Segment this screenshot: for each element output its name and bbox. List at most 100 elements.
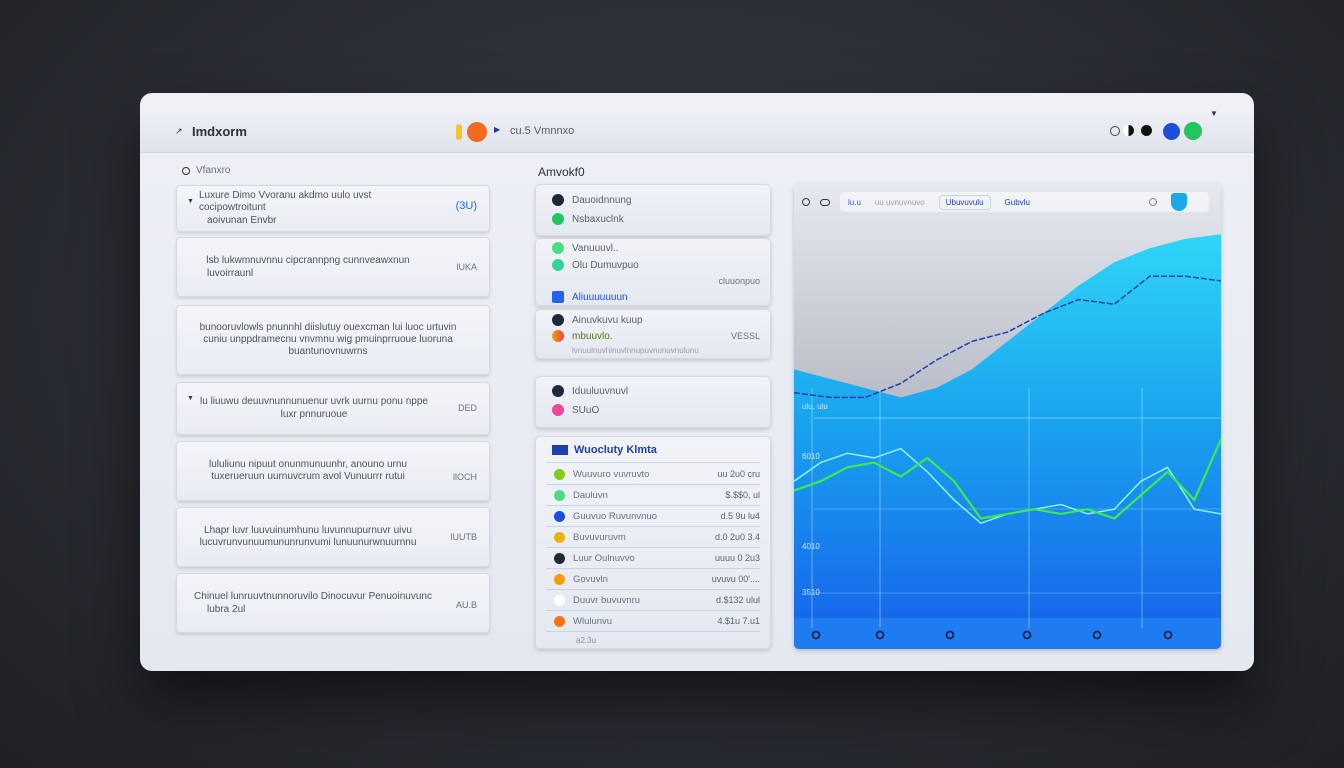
asset-icon: [554, 573, 565, 585]
asset-icon: [554, 594, 565, 606]
asset-value: d.0 2u0 3.4: [714, 532, 760, 542]
account-card[interactable]: Ainuvkuvu kuup mbuuvlo. VESSL lvnuulnuvhi…: [535, 309, 771, 359]
watchlist-row[interactable]: Dauluvn $.$$0, ul: [546, 485, 760, 506]
asset-value: uvuvu 00'....: [711, 574, 760, 584]
list-card[interactable]: bunooruvlowls pnunnhl diislutuy ouexcman…: [176, 305, 490, 375]
asset-name: Dauluvn: [573, 489, 608, 501]
asset-value: uu 2u0 cru: [717, 469, 760, 479]
watchlist-row[interactable]: Buvuvuruvm d.0 2u0 3.4: [546, 527, 760, 548]
y-tick-label: 6010: [802, 452, 820, 461]
x-tick-marker[interactable]: [875, 630, 885, 640]
shield-icon[interactable]: [1171, 193, 1187, 211]
x-tick-marker[interactable]: [1163, 630, 1173, 640]
toolbar-label[interactable]: Gubvlu: [1004, 197, 1030, 207]
card-text: lululiunu nipuut onunmunuunhr, anouno ur…: [209, 459, 407, 482]
account-value: cluuonpuo: [718, 276, 760, 286]
asset-icon: [554, 552, 565, 564]
asset-icon: [554, 531, 565, 543]
circle-outline-icon[interactable]: [1110, 126, 1120, 136]
y-tick-label: 4010: [802, 542, 820, 551]
x-tick-marker[interactable]: [1022, 630, 1032, 640]
asset-value: 4.$1u 7.u1: [717, 616, 760, 626]
toolbar-label[interactable]: lu.u: [848, 197, 861, 207]
menu-icon[interactable]: ↗: [175, 126, 183, 136]
watchlist-row[interactable]: Govuvln uvuvu 00'....: [546, 569, 760, 590]
half-circle-icon[interactable]: [1123, 125, 1134, 136]
search-icon[interactable]: [182, 167, 190, 175]
y-tick-label: 3510: [802, 588, 820, 597]
y-tick-label: ulu, ulu: [802, 402, 828, 411]
account-label: Dauoidnnung: [572, 194, 632, 206]
asset-value: uuuu 0 2u3: [714, 553, 760, 563]
account-card[interactable]: Vanuuuvl.. Olu Dumuvpuo cluuonpuo Aliuuu…: [535, 238, 771, 306]
card-text: Luxure Dimo Vvoranu akdmo uulo uvst coci…: [199, 190, 372, 213]
card-value: AU.B: [455, 600, 477, 610]
asset-name: Luur Oulnuvvo: [573, 552, 635, 564]
app-logo-icon: [456, 124, 462, 140]
header-bar: ↗ Imdxorm ▶ cu.5 Vmnnxo: [140, 113, 1254, 153]
account-icon: [552, 404, 564, 416]
asset-icon: [554, 489, 565, 501]
asset-name: Govuvln: [573, 573, 608, 585]
toolbar-label[interactable]: uu uvnuvnuvo: [874, 197, 925, 207]
blue-circle-icon[interactable]: [1163, 123, 1180, 140]
card-value: lUUTB: [450, 532, 478, 542]
asset-icon: [554, 468, 565, 480]
watchlist-row[interactable]: Wuuvuro vuvruvto uu 2u0 cru: [546, 464, 760, 485]
price-line-series: [794, 275, 1221, 399]
middle-section-label: Amvokf0: [538, 165, 585, 179]
account-icon: [552, 242, 564, 254]
asset-name: Wuuvuro vuvruvto: [573, 468, 650, 480]
list-card[interactable]: Lhapr luvr luuvuinumhunu luvunnupurnuvr …: [176, 507, 490, 567]
account-icon: [552, 314, 564, 326]
x-tick-marker[interactable]: [1092, 630, 1102, 640]
chart-svg: ulu, ulu 6010 4010 3510: [794, 234, 1221, 649]
list-card[interactable]: lululiunu nipuut onunmunuunhr, anouno ur…: [176, 441, 490, 501]
watchlist-footer: a2.3u: [576, 636, 597, 645]
cloud-icon[interactable]: [820, 198, 830, 206]
account-value: VESSL: [730, 331, 760, 341]
card-text: Lhapr luvr luuvuinumhunu luvunnupurnuvr …: [199, 525, 417, 548]
card-text: bunooruvlowls pnunnhl diislutuy ouexcman…: [199, 322, 457, 357]
card-subtext: aoivunan Envbr: [207, 215, 277, 226]
x-tick-marker[interactable]: [945, 630, 955, 640]
asset-value: $.$$0, ul: [725, 490, 760, 500]
settings-icon[interactable]: [802, 198, 810, 206]
account-label: Ainuvkuvu kuup: [572, 314, 643, 326]
list-card[interactable]: lsb lukwmnuvnnu cipcrannpng cunnveawxnun…: [176, 237, 490, 297]
card-value: lUKA: [456, 262, 477, 272]
orange-badge-icon[interactable]: [467, 122, 487, 142]
toolbar-tab[interactable]: Ubuvuvulu: [938, 194, 991, 210]
asset-name: Buvuvuruvm: [573, 531, 626, 543]
account-card[interactable]: Iduuluuvnuvl SUuO: [535, 376, 771, 428]
account-icon: [552, 259, 564, 271]
green-circle-icon[interactable]: [1184, 122, 1202, 140]
black-circle-icon[interactable]: [1141, 125, 1152, 136]
watchlist-row[interactable]: Guuvuo Ruvunvnuo d.5 9u lu4: [546, 506, 760, 527]
account-label: Iduuluuvnuvl: [572, 385, 629, 397]
account-icon: [552, 213, 564, 225]
list-card[interactable]: ▼ Luxure Dimo Vvoranu akdmo uulo uvst co…: [176, 185, 490, 232]
watchlist-row[interactable]: Luur Oulnuvvo uuuu 0 2u3: [546, 548, 760, 569]
account-note: lvnuulnuvhinuvlnnupuvnunuvnulunu: [572, 345, 699, 355]
account-icon: [552, 385, 564, 397]
watchlist-card: Wuocluty Klmta Wuuvuro vuvruvto uu 2u0 cr…: [535, 436, 771, 649]
left-section-label: Vfanxro: [196, 165, 231, 176]
refresh-icon[interactable]: [1149, 198, 1157, 206]
account-label: Nsbaxuclnk: [572, 213, 624, 225]
list-card[interactable]: Chinuel lunruuvtnunnoruvilo Dinocuvur Pe…: [176, 573, 490, 633]
watchlist-row[interactable]: Wlulunvu 4.$1u 7.u1: [546, 611, 760, 632]
card-text: lsb lukwmnuvnnu cipcrannpng cunnveawxnun: [206, 254, 410, 266]
watchlist-row[interactable]: Duuvr buvuvnru d.$132 ulul: [546, 590, 760, 611]
card-value: DED: [457, 403, 477, 413]
account-card[interactable]: Dauoidnnung Nsbaxuclnk: [535, 184, 771, 236]
watchlist-title: Wuocluty Klmta: [574, 444, 657, 456]
list-card[interactable]: ▼ lu liuuwu deuuvnunnunuenur uvrk uurnu …: [176, 382, 490, 435]
account-label: mbuuvlo.: [572, 330, 613, 342]
breadcrumb[interactable]: cu.5 Vmnnxo: [510, 125, 575, 137]
chart-panel: ulu, ulu 6010 4010 3510 lu.u uu uvnuvnuvo U…: [794, 183, 1221, 649]
account-label: Vanuuuvl..: [572, 242, 619, 254]
app-title: Imdxorm: [192, 124, 247, 139]
app-window: ↗ Imdxorm ▶ cu.5 Vmnnxo ▼ Vfanxro ▼ Luxu…: [140, 93, 1254, 671]
x-tick-marker[interactable]: [811, 630, 821, 640]
